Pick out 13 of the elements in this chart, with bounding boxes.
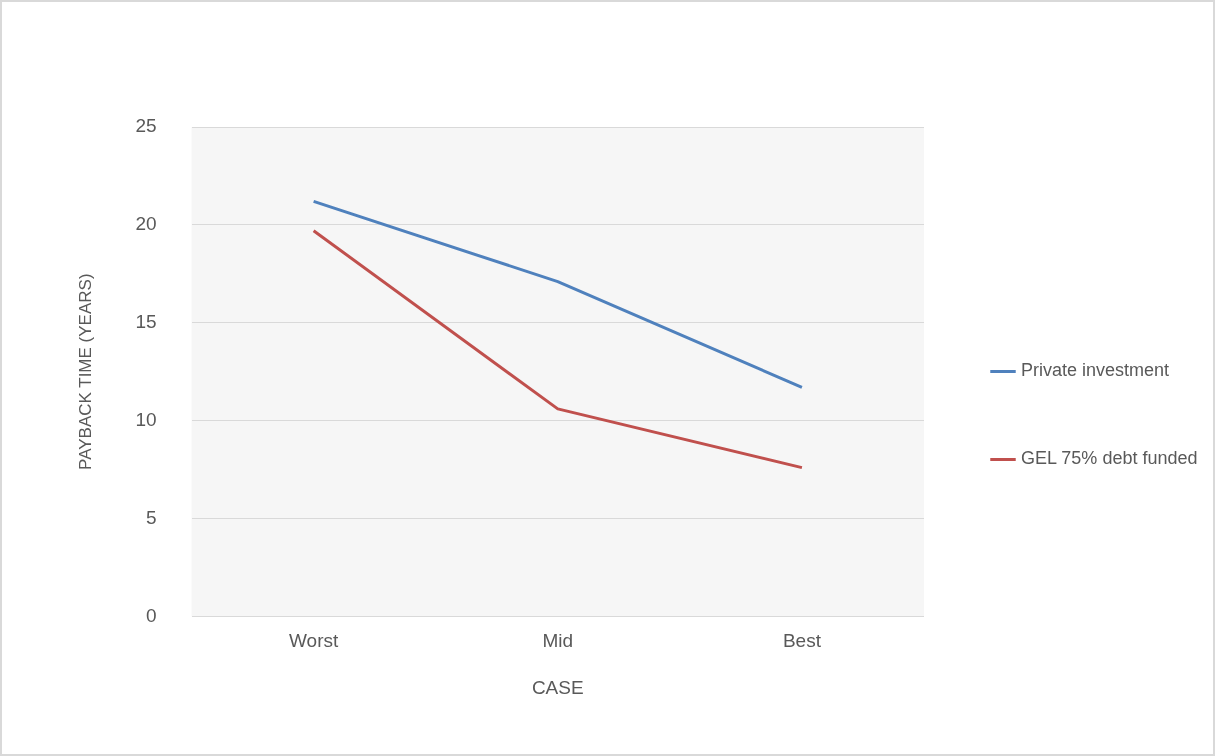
y-tick-label: 25 [135, 115, 157, 137]
y-tick-label: 15 [135, 310, 157, 332]
x-axis-title: CASE [531, 676, 584, 698]
y-tick-label: 10 [135, 408, 157, 430]
y-tick-label: 0 [145, 604, 157, 626]
legend-label: GEL 75% debt funded [1021, 448, 1198, 469]
y-tick-label: 5 [145, 506, 157, 528]
y-axis-title: PAYBACK TIME (YEARS) [75, 273, 95, 470]
y-tick-label: 20 [135, 213, 157, 235]
x-tick-label: Mid [542, 630, 574, 652]
x-tick-label: Best [782, 630, 822, 652]
x-tick-label: Worst [288, 630, 339, 652]
legend-label: Private investment [1021, 360, 1170, 381]
